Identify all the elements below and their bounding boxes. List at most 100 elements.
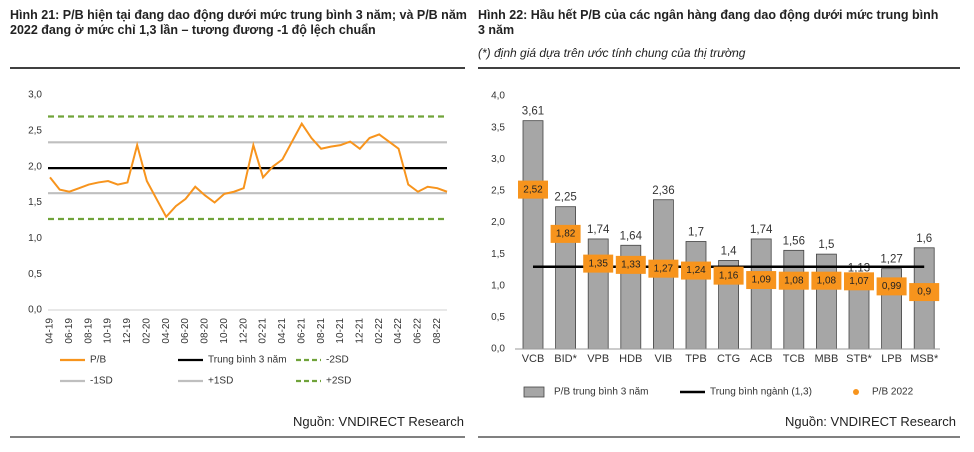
x-tick-label: BID* bbox=[554, 353, 577, 365]
x-tick-label: HDB bbox=[619, 353, 642, 365]
y-tick-label: 2,5 bbox=[491, 186, 505, 197]
x-tick-label: 06-22 bbox=[413, 318, 424, 344]
legend-label: +1SD bbox=[208, 376, 233, 387]
x-tick-label: 10-21 bbox=[335, 318, 346, 344]
bar bbox=[750, 238, 772, 350]
x-tick-label: LPB bbox=[881, 353, 902, 365]
y-tick-label: 3,0 bbox=[491, 154, 505, 165]
x-tick-label: 06-20 bbox=[180, 318, 191, 344]
x-tick-label: VPB bbox=[587, 353, 609, 365]
x-tick-label: 04-22 bbox=[393, 318, 404, 344]
y-tick-label: 3,5 bbox=[491, 122, 505, 133]
x-tick-label: 10-20 bbox=[219, 318, 230, 344]
y-tick-label: 0,0 bbox=[28, 305, 42, 316]
data-label: 1,35 bbox=[588, 258, 608, 269]
x-tick-label: MBB bbox=[814, 353, 838, 365]
x-tick-label: STB* bbox=[846, 353, 872, 365]
legend-swatch bbox=[853, 389, 859, 395]
y-tick-label: 2,0 bbox=[491, 217, 505, 228]
data-label: 2,52 bbox=[523, 184, 543, 195]
point bbox=[648, 259, 679, 278]
data-label: 1,07 bbox=[849, 276, 869, 287]
data-label: 1,64 bbox=[620, 230, 643, 242]
point bbox=[876, 277, 907, 296]
y-tick-label: 1,0 bbox=[28, 233, 42, 244]
bar bbox=[522, 120, 544, 350]
point bbox=[518, 180, 548, 199]
data-label: 1,7 bbox=[688, 227, 704, 239]
point bbox=[713, 266, 744, 285]
legend-label: +2SD bbox=[326, 376, 351, 387]
x-tick-label: 08-22 bbox=[432, 318, 443, 344]
x-tick-label: MSB* bbox=[910, 353, 939, 365]
data-label: 1,08 bbox=[784, 275, 804, 286]
x-tick-label: 12-19 bbox=[122, 318, 133, 344]
legend-label: P/B 2022 bbox=[872, 387, 914, 398]
x-tick-label: CTG bbox=[717, 353, 740, 365]
y-tick-label: 1,5 bbox=[491, 249, 505, 260]
y-tick-label: 2,5 bbox=[28, 125, 42, 136]
data-label: 2,25 bbox=[554, 192, 576, 204]
data-label: 1,24 bbox=[686, 265, 706, 276]
x-tick-label: ACB bbox=[750, 353, 773, 365]
x-tick-label: TPB bbox=[685, 353, 706, 365]
point bbox=[681, 261, 711, 280]
y-tick-label: 0,0 bbox=[491, 344, 505, 355]
x-tick-label: 12-21 bbox=[354, 318, 365, 344]
x-tick-label: 10-19 bbox=[103, 318, 114, 344]
point bbox=[778, 271, 809, 290]
data-label: 1,74 bbox=[587, 224, 610, 236]
y-tick-label: 3,0 bbox=[28, 90, 42, 101]
x-tick-label: TCB bbox=[783, 353, 805, 365]
legend-label: -2SD bbox=[326, 355, 349, 366]
data-label: 1,4 bbox=[721, 245, 738, 257]
x-tick-label: 08-20 bbox=[200, 318, 211, 344]
legend-swatch bbox=[523, 386, 545, 398]
x-tick-label: 08-19 bbox=[83, 318, 94, 344]
bar bbox=[816, 253, 837, 350]
y-tick-label: 4,0 bbox=[491, 91, 505, 102]
data-label: 1,09 bbox=[751, 275, 771, 286]
x-tick-label: 06-21 bbox=[296, 318, 307, 344]
x-tick-label: VCB bbox=[522, 353, 545, 365]
data-label: 1,16 bbox=[719, 270, 739, 281]
legend-label: -1SD bbox=[90, 376, 113, 387]
data-label: 1,6 bbox=[916, 233, 932, 245]
data-label: 1,27 bbox=[880, 254, 902, 266]
data-label: 3,61 bbox=[522, 106, 544, 118]
legend-label: Trung bình 3 năm bbox=[208, 355, 287, 366]
data-line bbox=[49, 121, 448, 219]
point bbox=[583, 254, 614, 273]
data-label: 2,36 bbox=[652, 185, 674, 197]
x-tick-label: VIB bbox=[655, 353, 673, 365]
y-tick-label: 0,5 bbox=[28, 269, 42, 280]
data-label: 1,5 bbox=[818, 239, 834, 251]
bar bbox=[783, 249, 805, 350]
data-label: 0,99 bbox=[882, 281, 902, 292]
data-label: 1,33 bbox=[621, 260, 641, 271]
legend-label: P/B bbox=[90, 355, 106, 366]
data-label: 1,27 bbox=[654, 263, 674, 274]
y-tick-label: 1,5 bbox=[28, 197, 42, 208]
x-tick-label: 02-21 bbox=[258, 318, 269, 344]
point bbox=[550, 224, 581, 243]
x-tick-label: 08-21 bbox=[316, 318, 327, 344]
y-tick-label: 2,0 bbox=[28, 161, 42, 172]
x-tick-label: 06-19 bbox=[64, 318, 75, 344]
data-label: 1,74 bbox=[750, 224, 773, 236]
chart-subtitle: (*) định giá dựa trên ước tính chung của… bbox=[478, 46, 746, 60]
legend-label: P/B trung bình 3 năm bbox=[554, 387, 649, 398]
x-tick-label: 04-21 bbox=[277, 318, 288, 344]
data-label: 1,82 bbox=[556, 229, 576, 240]
x-tick-label: 04-19 bbox=[45, 318, 56, 344]
y-tick-label: 0,5 bbox=[491, 312, 505, 323]
chart-title: Hình 21: P/B hiện tại đang dao động dưới… bbox=[10, 8, 467, 37]
point bbox=[811, 271, 842, 290]
x-tick-label: 02-22 bbox=[374, 318, 385, 344]
x-tick-label: 12-20 bbox=[238, 318, 249, 344]
point bbox=[844, 272, 874, 291]
chart-title: Hình 22: Hầu hết P/B của các ngân hàng đ… bbox=[478, 8, 939, 37]
y-tick-label: 1,0 bbox=[491, 280, 505, 291]
